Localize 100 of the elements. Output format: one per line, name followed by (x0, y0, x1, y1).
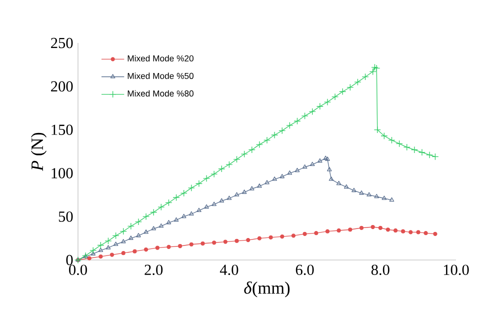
point (106, 245, 111, 250)
point (188, 184, 195, 192)
point (403, 144, 410, 151)
point (388, 136, 396, 144)
point (172, 194, 180, 202)
point (90, 251, 96, 256)
point (301, 112, 308, 120)
point (98, 254, 103, 259)
point (210, 170, 218, 178)
point (121, 250, 126, 256)
point (200, 241, 205, 246)
legend-label: Mixed Mode %80 (128, 90, 194, 97)
point (128, 236, 134, 240)
point (166, 220, 172, 224)
point (374, 194, 380, 198)
point (181, 214, 186, 218)
point (144, 248, 148, 252)
point (316, 102, 324, 110)
y-axis-title: P (N) (30, 132, 47, 171)
point (158, 204, 165, 211)
point (396, 140, 403, 148)
point (325, 156, 330, 161)
point (104, 237, 112, 244)
point (218, 165, 226, 172)
point (120, 239, 126, 244)
point (226, 196, 232, 200)
point (280, 234, 284, 239)
y-tick-label: 0 (66, 254, 73, 266)
point (268, 235, 273, 240)
point (234, 192, 240, 196)
point (433, 232, 438, 236)
point (323, 156, 328, 160)
point (374, 126, 381, 134)
point (142, 213, 150, 220)
point (195, 180, 202, 188)
point (189, 242, 194, 246)
point (426, 151, 434, 158)
point (336, 180, 342, 186)
point (302, 164, 308, 169)
x-tick-label: 6.0 (296, 264, 314, 276)
point (373, 64, 380, 72)
point (272, 176, 277, 181)
legend-label: Mixed Mode %50 (128, 72, 194, 79)
point (150, 208, 158, 216)
point (120, 228, 127, 235)
point (318, 158, 322, 163)
point (87, 256, 92, 260)
point (418, 148, 426, 156)
point (302, 232, 307, 236)
point (203, 174, 210, 182)
point (314, 231, 318, 236)
point (378, 226, 382, 230)
point (380, 132, 388, 140)
point (371, 64, 378, 71)
point (151, 226, 156, 230)
point (346, 84, 354, 91)
point (240, 150, 248, 158)
point (98, 248, 104, 252)
point (408, 230, 413, 234)
point (294, 168, 300, 172)
point (110, 252, 114, 257)
y-tick-label: 250 (51, 38, 73, 48)
point (144, 230, 148, 234)
point (246, 238, 250, 242)
point (352, 188, 356, 192)
point (410, 146, 418, 154)
point (112, 232, 120, 240)
legend-label: Mixed Mode %20 (128, 55, 194, 62)
point (180, 190, 188, 197)
point (416, 230, 420, 234)
point (132, 249, 137, 254)
point (242, 190, 247, 194)
y-tick-label: 200 (51, 81, 73, 92)
x-tick-label: 4.0 (220, 264, 238, 276)
point (174, 217, 179, 222)
point (328, 176, 334, 181)
point (278, 127, 286, 134)
point (219, 198, 224, 203)
point (339, 88, 346, 96)
point (386, 228, 390, 232)
point (134, 218, 142, 226)
point (178, 244, 182, 248)
point (369, 68, 376, 76)
y-tick-label: 50 (58, 211, 73, 222)
y-tick-label: 150 (52, 124, 73, 135)
point (158, 223, 164, 228)
point (286, 122, 294, 129)
point (336, 228, 341, 233)
point (332, 93, 339, 100)
point (432, 153, 439, 160)
point (165, 199, 172, 206)
point (354, 78, 362, 86)
point (256, 141, 263, 148)
point (344, 184, 349, 189)
point (294, 118, 301, 125)
point (234, 238, 239, 243)
point (113, 242, 118, 246)
point (90, 246, 97, 254)
x-tick-label: 10.0 (444, 264, 469, 276)
point (263, 136, 271, 144)
